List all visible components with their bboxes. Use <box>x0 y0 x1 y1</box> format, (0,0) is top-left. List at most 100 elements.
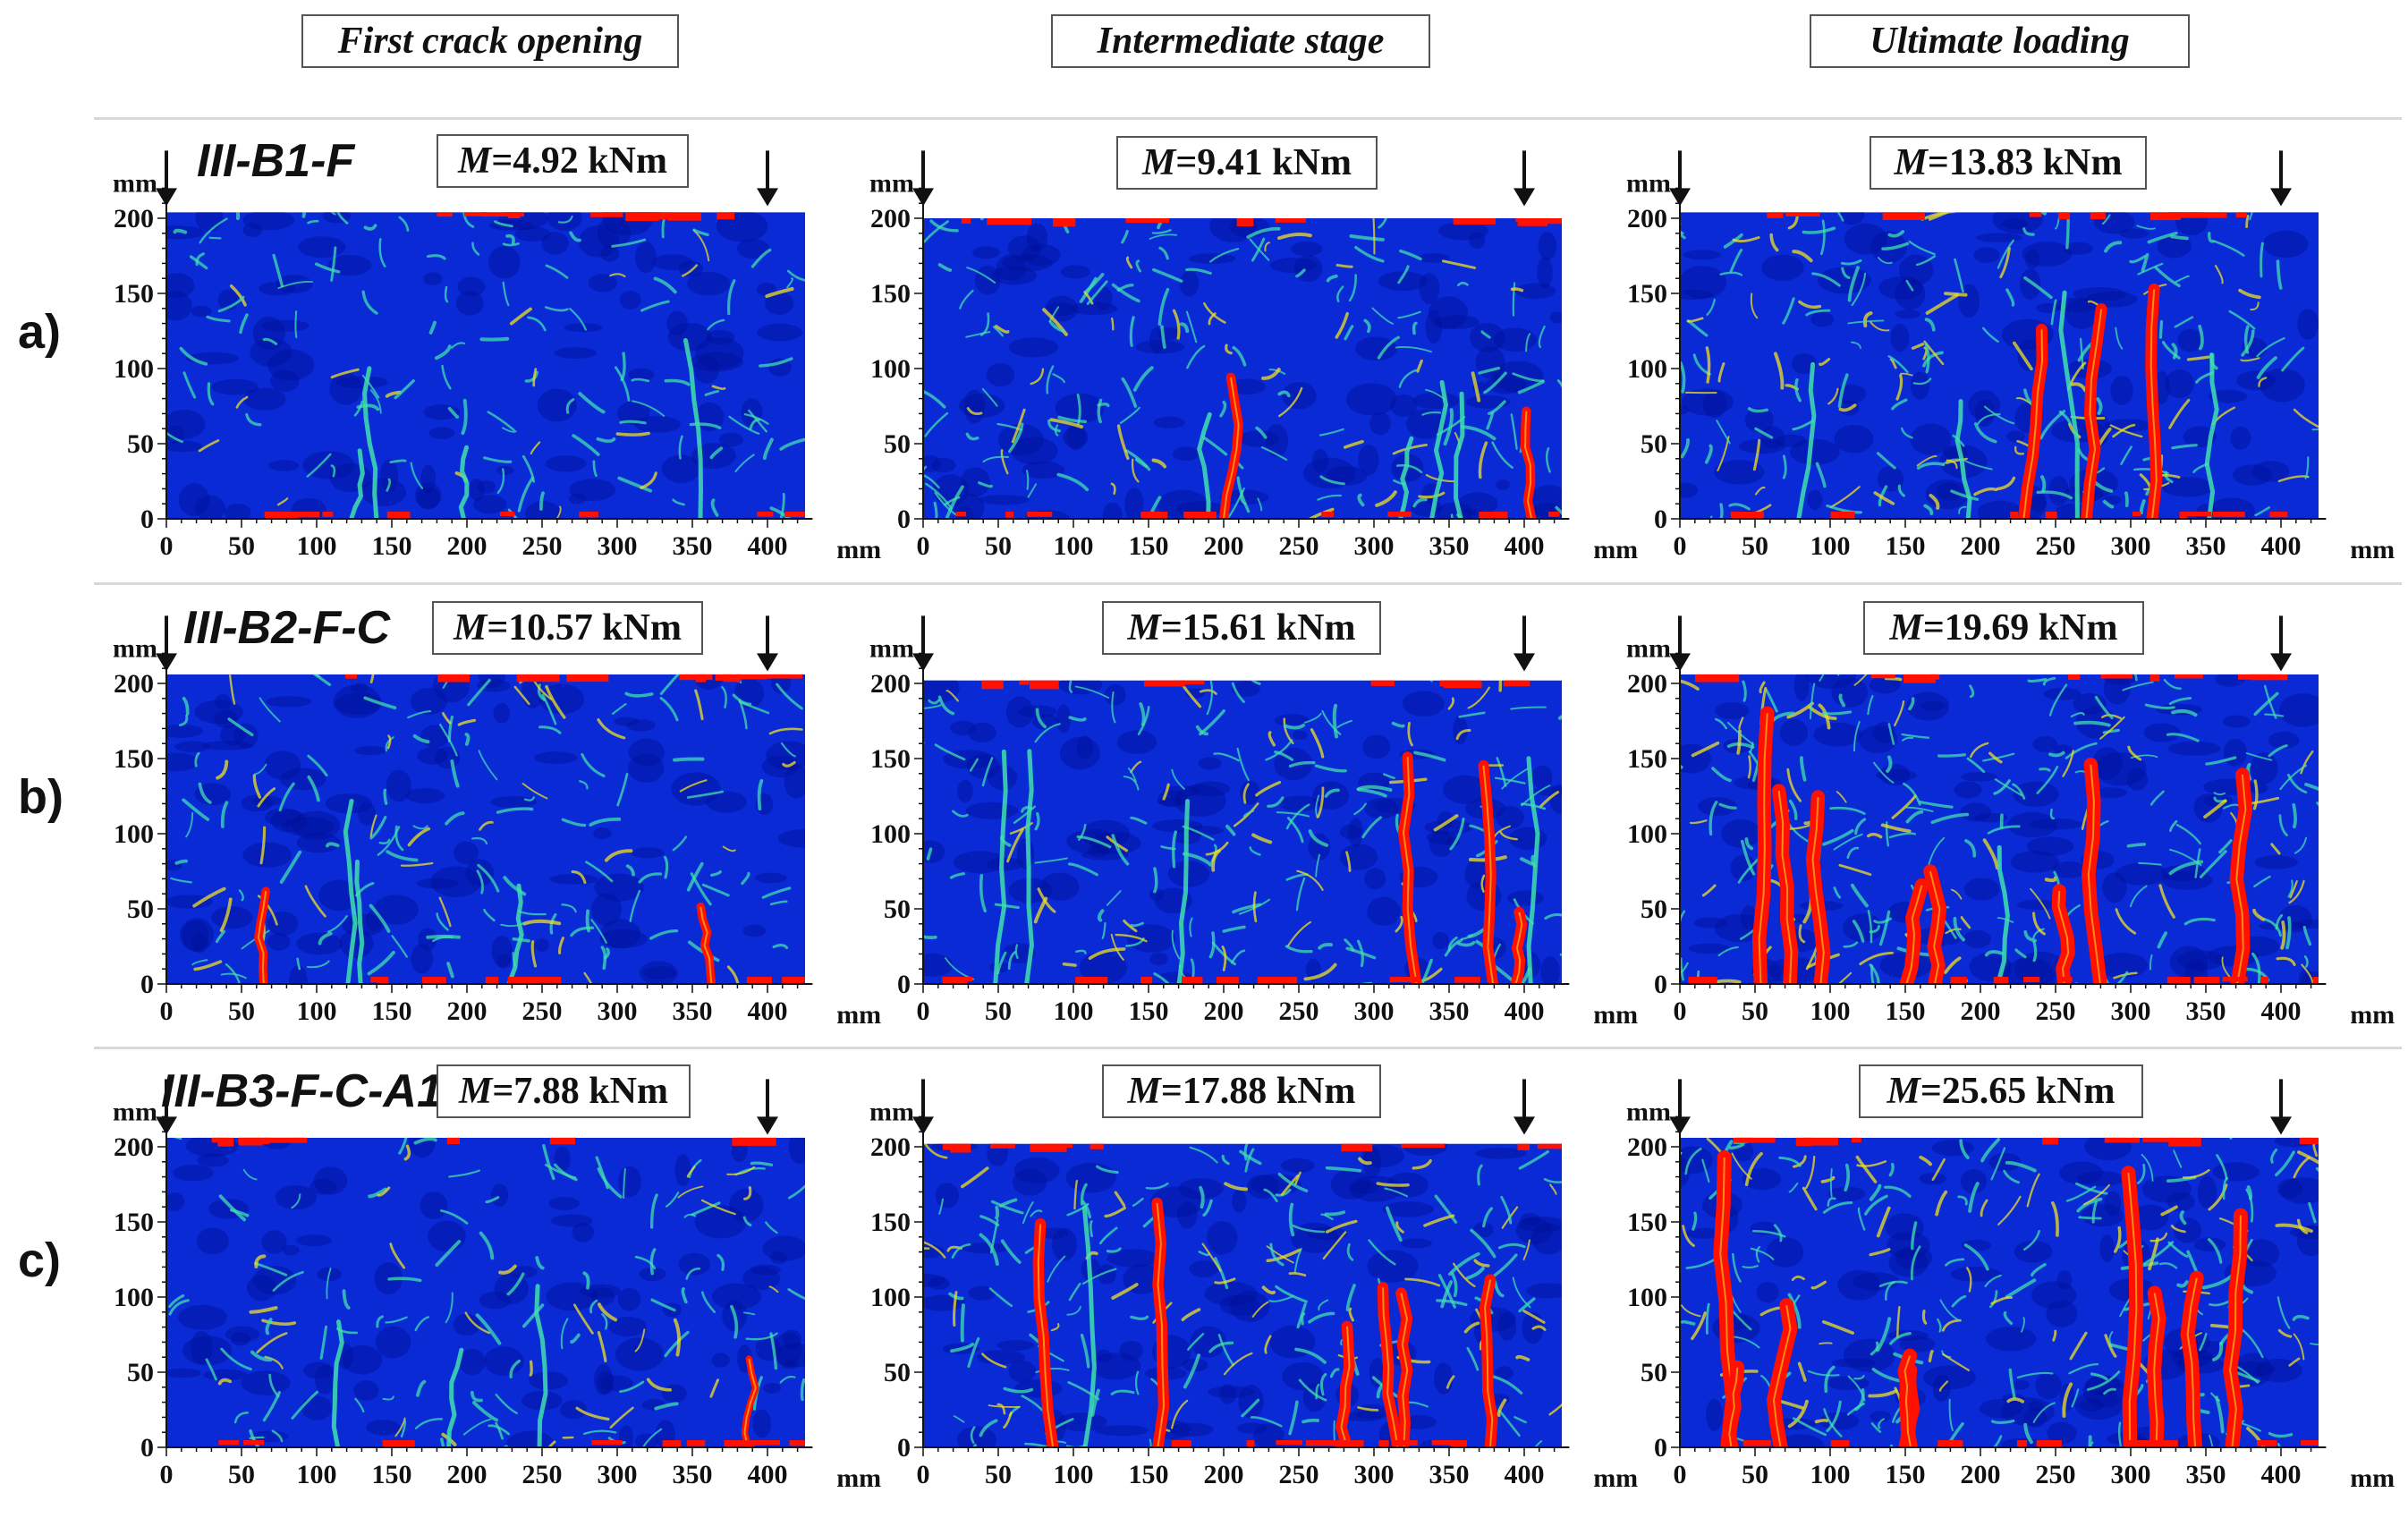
speckle <box>2081 1204 2124 1227</box>
moment-label: M =19.69 kNm <box>1863 601 2144 655</box>
speckle <box>541 232 569 255</box>
strain-trace <box>1944 292 1968 297</box>
speckle <box>1070 301 1118 316</box>
strain-trace <box>1255 780 1282 797</box>
strain-trace <box>330 464 336 478</box>
speckle <box>1367 896 1401 926</box>
crack-line <box>2204 352 2219 519</box>
speckle <box>1312 781 1350 810</box>
speckle <box>219 725 246 746</box>
strain-trace <box>1066 1305 1081 1316</box>
strain-trace <box>291 1193 301 1209</box>
speckle <box>1950 1267 2002 1282</box>
row-separator <box>94 1047 2402 1049</box>
strain-trace <box>476 869 484 895</box>
strain-trace <box>2293 1157 2310 1179</box>
strain-trace <box>1742 680 1747 702</box>
strain-trace <box>467 678 491 707</box>
speckle <box>2010 851 2060 873</box>
x-unit-label: mm <box>836 535 881 564</box>
strain-trace <box>1343 439 1364 449</box>
y-tick-label: 50 <box>1641 429 1667 459</box>
strain-trace <box>1853 674 1868 686</box>
speckle <box>428 427 455 439</box>
strain-trace <box>1217 1334 1234 1367</box>
speckle <box>411 943 434 974</box>
speckle <box>488 245 521 279</box>
strain-trace <box>1819 1342 1833 1345</box>
strain-trace <box>1086 280 1108 305</box>
speckle <box>1402 691 1445 717</box>
strain-trace <box>1680 1319 1696 1326</box>
speckle <box>1683 250 1722 260</box>
edge-artifact <box>2179 512 2188 519</box>
speckle <box>1906 691 1950 721</box>
strain-trace <box>1951 1294 1967 1308</box>
strain-trace <box>585 909 591 933</box>
strain-trace <box>471 242 480 256</box>
speckle <box>754 872 787 884</box>
speckle <box>2063 242 2093 255</box>
strain-trace <box>1855 1155 1878 1183</box>
strain-trace <box>730 1304 739 1339</box>
edge-artifact <box>1517 218 1548 226</box>
speckle <box>554 347 598 359</box>
speckle <box>1231 681 1260 698</box>
strain-trace <box>1798 924 1806 944</box>
strain-trace <box>786 269 805 282</box>
strain-trace <box>1293 1247 1302 1273</box>
speckle <box>267 911 299 936</box>
edge-artifact <box>798 977 805 982</box>
speckle <box>1961 772 1997 782</box>
strain-trace <box>1458 711 1486 718</box>
strain-trace <box>1048 306 1060 323</box>
speckle <box>2085 291 2138 308</box>
speckle <box>313 1166 348 1195</box>
speckle <box>2277 905 2312 933</box>
strain-trace <box>199 217 228 244</box>
crack-edge <box>1905 885 1923 984</box>
speckle <box>1046 301 1075 317</box>
strain-trace <box>2270 843 2281 855</box>
strain-trace <box>1919 1155 1933 1166</box>
strain-trace <box>1125 256 1133 269</box>
speckle <box>2076 1171 2125 1187</box>
strain-trace <box>1981 326 1999 343</box>
edge-artifact <box>1143 680 1186 687</box>
strain-trace <box>1434 1194 1458 1224</box>
strain-trace <box>1264 1335 1272 1354</box>
strain-trace <box>2302 925 2312 946</box>
speckle <box>534 938 550 952</box>
strain-trace <box>219 897 233 933</box>
y-tick-label: 50 <box>127 1358 154 1387</box>
strain-trace <box>389 459 407 464</box>
speckle <box>1280 1158 1315 1173</box>
strain-trace <box>1880 823 1912 834</box>
strain-trace <box>389 1242 406 1269</box>
strain-trace <box>1008 422 1024 454</box>
strain-trace <box>1224 1182 1249 1192</box>
strain-trace <box>1518 1297 1536 1313</box>
strain-trace <box>479 336 510 342</box>
x-tick-label: 350 <box>673 531 713 561</box>
x-tick-label: 300 <box>2111 531 2151 561</box>
strain-trace <box>304 885 326 918</box>
speckle <box>1531 765 1553 789</box>
strain-trace <box>1491 441 1514 469</box>
y-tick-label: 150 <box>870 744 911 774</box>
edge-artifact <box>485 977 499 984</box>
strain-trace <box>1222 925 1246 933</box>
x-unit-label: mm <box>836 1000 881 1030</box>
strain-trace <box>2130 754 2158 759</box>
strain-trace <box>1821 1319 1854 1336</box>
speckle <box>2032 735 2058 752</box>
strain-trace <box>1463 1321 1480 1334</box>
strain-trace <box>535 1256 545 1270</box>
speckle <box>2294 919 2319 929</box>
strain-trace <box>1870 1422 1882 1433</box>
y-tick-label: 200 <box>1627 1132 1667 1162</box>
strain-trace <box>369 674 375 683</box>
strain-trace <box>2292 802 2297 829</box>
strain-trace <box>579 780 589 790</box>
speckle <box>2028 1401 2044 1412</box>
